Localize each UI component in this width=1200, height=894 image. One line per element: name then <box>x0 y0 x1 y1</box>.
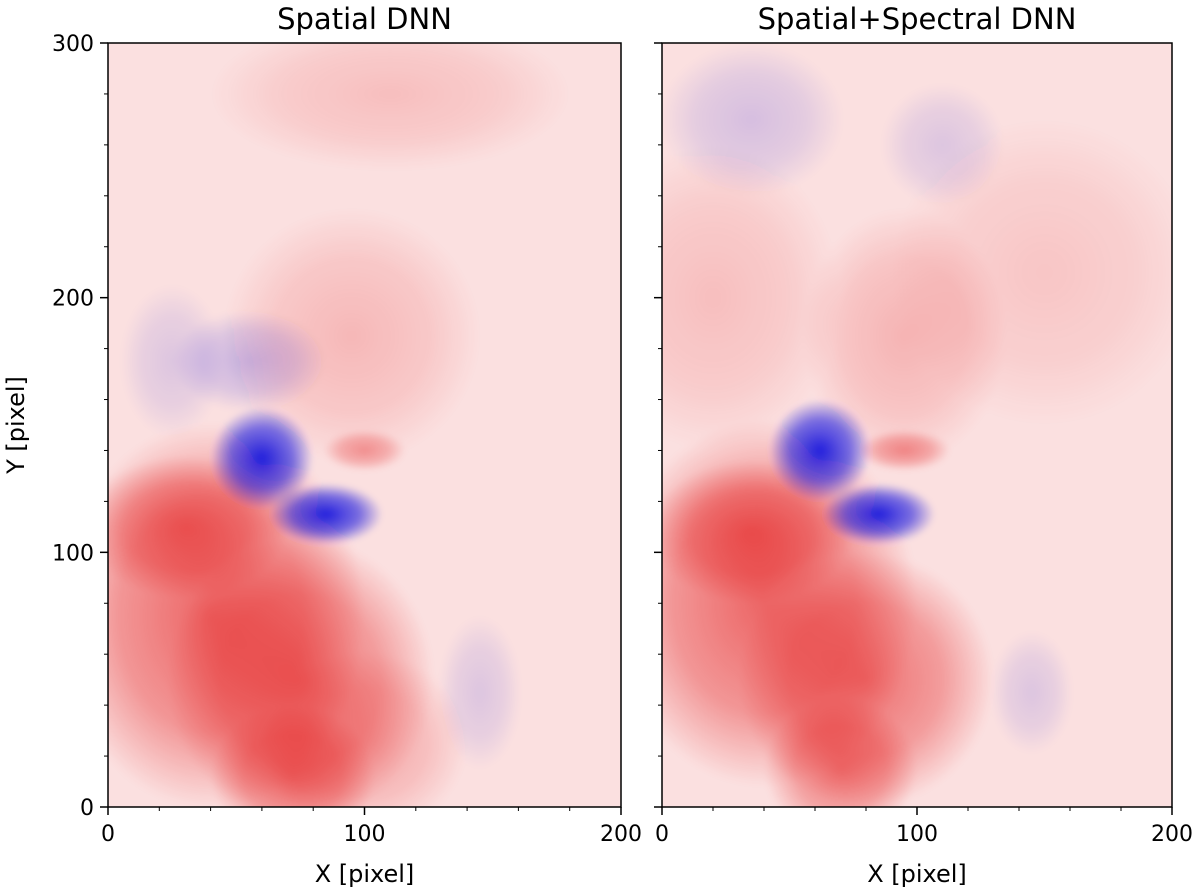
panel-title: Spatial DNN <box>277 2 452 36</box>
negative-region <box>120 284 224 438</box>
positive-region <box>662 144 841 451</box>
ticks: 0 100 200 <box>654 42 1193 847</box>
x-axis-label: X [pixel] <box>315 860 415 888</box>
negative-region <box>769 399 872 502</box>
negative-region <box>269 483 383 545</box>
x-tick-label: 0 <box>101 822 115 847</box>
positive-region <box>764 697 917 807</box>
x-axis-label: X [pixel] <box>867 860 967 888</box>
heatmap-spatial-spectral-dnn <box>662 43 1172 807</box>
ticks: 0 100 200 0 100 200 300 <box>52 32 642 847</box>
negative-region <box>662 43 844 196</box>
panel-spatial-spectral-dnn: 0 100 200 Spatial+Spectral DNN X [pixel] <box>654 2 1193 888</box>
positive-region <box>261 651 468 807</box>
panel-title: Spatial+Spectral DNN <box>758 2 1077 36</box>
x-tick-label: 0 <box>655 822 669 847</box>
negative-region <box>210 407 314 510</box>
negative-region <box>822 483 935 545</box>
heatmap-spatial-dnn <box>108 43 621 807</box>
y-tick-label: 0 <box>80 796 94 821</box>
negative-region <box>881 83 1004 206</box>
y-tick-label: 300 <box>52 32 94 57</box>
x-tick-label: 200 <box>600 822 642 847</box>
x-tick-label: 200 <box>1151 822 1193 847</box>
y-tick-label: 100 <box>52 541 94 566</box>
y-tick-label: 200 <box>52 287 94 312</box>
y-axis-label: Y [pixel] <box>2 376 30 475</box>
negative-region <box>990 631 1073 754</box>
negative-region <box>438 616 521 769</box>
x-tick-label: 100 <box>896 822 938 847</box>
positive-region <box>210 43 570 171</box>
x-tick-label: 100 <box>344 822 386 847</box>
